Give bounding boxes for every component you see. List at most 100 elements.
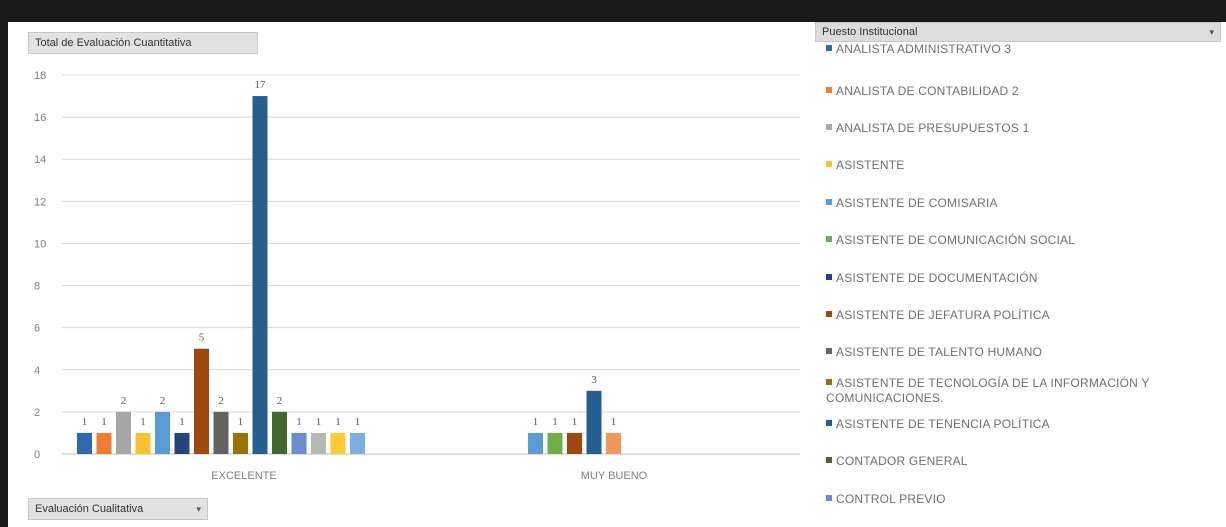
legend-swatch <box>826 379 832 385</box>
x-axis-categories: EXCELENTE MUY BUENO <box>211 470 647 482</box>
data-label: 1 <box>140 416 146 428</box>
window-top-bar <box>0 0 1226 22</box>
legend-item: ASISTENTE DE COMUNICACIÓN SOCIAL <box>826 233 1222 248</box>
data-label: 1 <box>533 416 539 428</box>
y-tick-label: 10 <box>34 238 46 250</box>
legend-swatch <box>826 311 832 317</box>
legend-field-label: Puesto Institucional <box>822 26 918 38</box>
y-tick-label: 16 <box>34 112 46 124</box>
legend-item: ANALISTA DE PRESUPUESTOS 1 <box>826 121 1222 136</box>
bar <box>77 432 92 454</box>
gridlines <box>62 74 800 455</box>
bar <box>194 348 209 454</box>
legend-item: CONTADOR GENERAL <box>826 454 1222 469</box>
bar <box>252 96 268 455</box>
value-field-button[interactable]: Total de Evaluación Cuantitativa <box>28 32 258 54</box>
bar <box>116 411 131 454</box>
bar <box>311 432 326 454</box>
legend-item: CONTROL PREVIO <box>826 492 1222 507</box>
legend-swatch <box>826 274 832 280</box>
legend-item: ASISTENTE DE TENENCIA POLÍTICA <box>826 417 1222 432</box>
axis-field-button[interactable]: Evaluación Cualitativa ▾ <box>28 498 208 520</box>
bar <box>135 432 151 454</box>
legend-label: ANALISTA ADMINISTRATIVO 3 <box>836 42 1012 56</box>
legend-label: ASISTENTE DE COMISARIA <box>836 196 998 210</box>
legend-label: ASISTENTE DE TENENCIA POLÍTICA <box>836 417 1050 431</box>
y-tick-label: 14 <box>34 154 46 166</box>
legend-label: ASISTENTE DE JEFATURA POLÍTICA <box>836 308 1050 322</box>
legend-item: ASISTENTE DE JEFATURA POLÍTICA <box>826 308 1222 323</box>
bar <box>174 432 190 454</box>
data-label: 1 <box>316 416 322 428</box>
bar <box>233 432 248 454</box>
legend-label: ANALISTA DE CONTABILIDAD 2 <box>836 84 1019 98</box>
window-left-border <box>0 0 8 527</box>
legend-label: CONTROL PREVIO <box>836 492 946 506</box>
legend-item: ASISTENTE DE TECNOLOGÍA DE LA INFORMACIÓ… <box>826 376 1222 406</box>
legend-item: ANALISTA DE CONTABILIDAD 2 <box>826 84 1222 99</box>
legend-swatch <box>826 161 832 167</box>
legend-swatch <box>826 236 832 242</box>
bar <box>586 390 602 454</box>
chevron-down-icon: ▾ <box>1209 27 1214 37</box>
legend-field-button[interactable]: Puesto Institucional ▾ <box>815 22 1221 42</box>
data-label: 1 <box>101 416 107 428</box>
legend: ANALISTA ADMINISTRATIVO 3 ANALISTA DE CON… <box>826 42 1222 527</box>
bar <box>96 432 112 454</box>
bar <box>272 411 287 454</box>
legend-swatch <box>826 124 832 130</box>
chevron-down-icon: ▾ <box>196 504 201 514</box>
y-tick-label: 4 <box>34 365 40 377</box>
legend-label: CONTADOR GENERAL <box>836 454 968 468</box>
x-category-label: MUY BUENO <box>581 470 648 482</box>
data-label: 2 <box>277 395 283 407</box>
legend-swatch <box>826 457 832 463</box>
legend-item: ASISTENTE DE COMISARIA <box>826 196 1222 211</box>
data-label: 2 <box>121 395 127 407</box>
legend-swatch <box>826 45 832 51</box>
data-label: 1 <box>552 416 558 428</box>
bar <box>350 432 365 454</box>
legend-label: ASISTENTE DE COMUNICACIÓN SOCIAL <box>836 233 1076 247</box>
y-tick-label: 8 <box>34 281 40 293</box>
data-label: 1 <box>572 416 578 428</box>
data-label: 1 <box>296 416 302 428</box>
bar <box>606 432 621 454</box>
data-labels: 1 1 2 1 2 1 5 2 1 17 2 1 1 1 1 1 1 1 3 1 <box>82 79 617 428</box>
bars <box>77 96 621 455</box>
data-label: 1 <box>82 416 88 428</box>
bar <box>330 432 346 454</box>
data-label: 3 <box>591 374 597 386</box>
data-label: 17 <box>255 79 267 91</box>
legend-swatch <box>826 87 832 93</box>
data-label: 1 <box>179 416 185 428</box>
y-tick-label: 12 <box>34 196 46 208</box>
legend-item: ASISTENTE <box>826 158 1222 173</box>
data-label: 1 <box>238 416 244 428</box>
legend-label: ASISTENTE <box>836 158 905 172</box>
data-label: 1 <box>355 416 361 428</box>
data-label: 1 <box>335 416 341 428</box>
legend-swatch <box>826 420 832 426</box>
bar <box>291 432 307 454</box>
legend-label: ASISTENTE DE TALENTO HUMANO <box>836 345 1043 359</box>
legend-label: ASISTENTE DE DOCUMENTACIÓN <box>836 271 1038 285</box>
bar <box>155 411 170 454</box>
value-field-label: Total de Evaluación Cuantitativa <box>35 37 192 49</box>
legend-swatch <box>826 199 832 205</box>
legend-item: ASISTENTE DE TALENTO HUMANO <box>826 345 1222 360</box>
legend-label: ASISTENTE DE TECNOLOGÍA DE LA INFORMACIÓ… <box>826 376 1150 405</box>
y-tick-label: 18 <box>34 70 46 82</box>
bar <box>547 432 563 454</box>
axis-field-label: Evaluación Cualitativa <box>35 503 144 515</box>
x-category-label: EXCELENTE <box>211 470 276 482</box>
bar <box>528 432 543 454</box>
data-label: 5 <box>199 332 205 344</box>
data-label: 1 <box>611 416 617 428</box>
y-tick-label: 6 <box>34 323 40 335</box>
legend-label: ANALISTA DE PRESUPUESTOS 1 <box>836 121 1030 135</box>
y-axis-ticks: 0 2 4 6 8 10 12 14 16 18 <box>34 70 46 461</box>
y-tick-label: 2 <box>34 407 40 419</box>
y-tick-label: 0 <box>34 449 40 461</box>
